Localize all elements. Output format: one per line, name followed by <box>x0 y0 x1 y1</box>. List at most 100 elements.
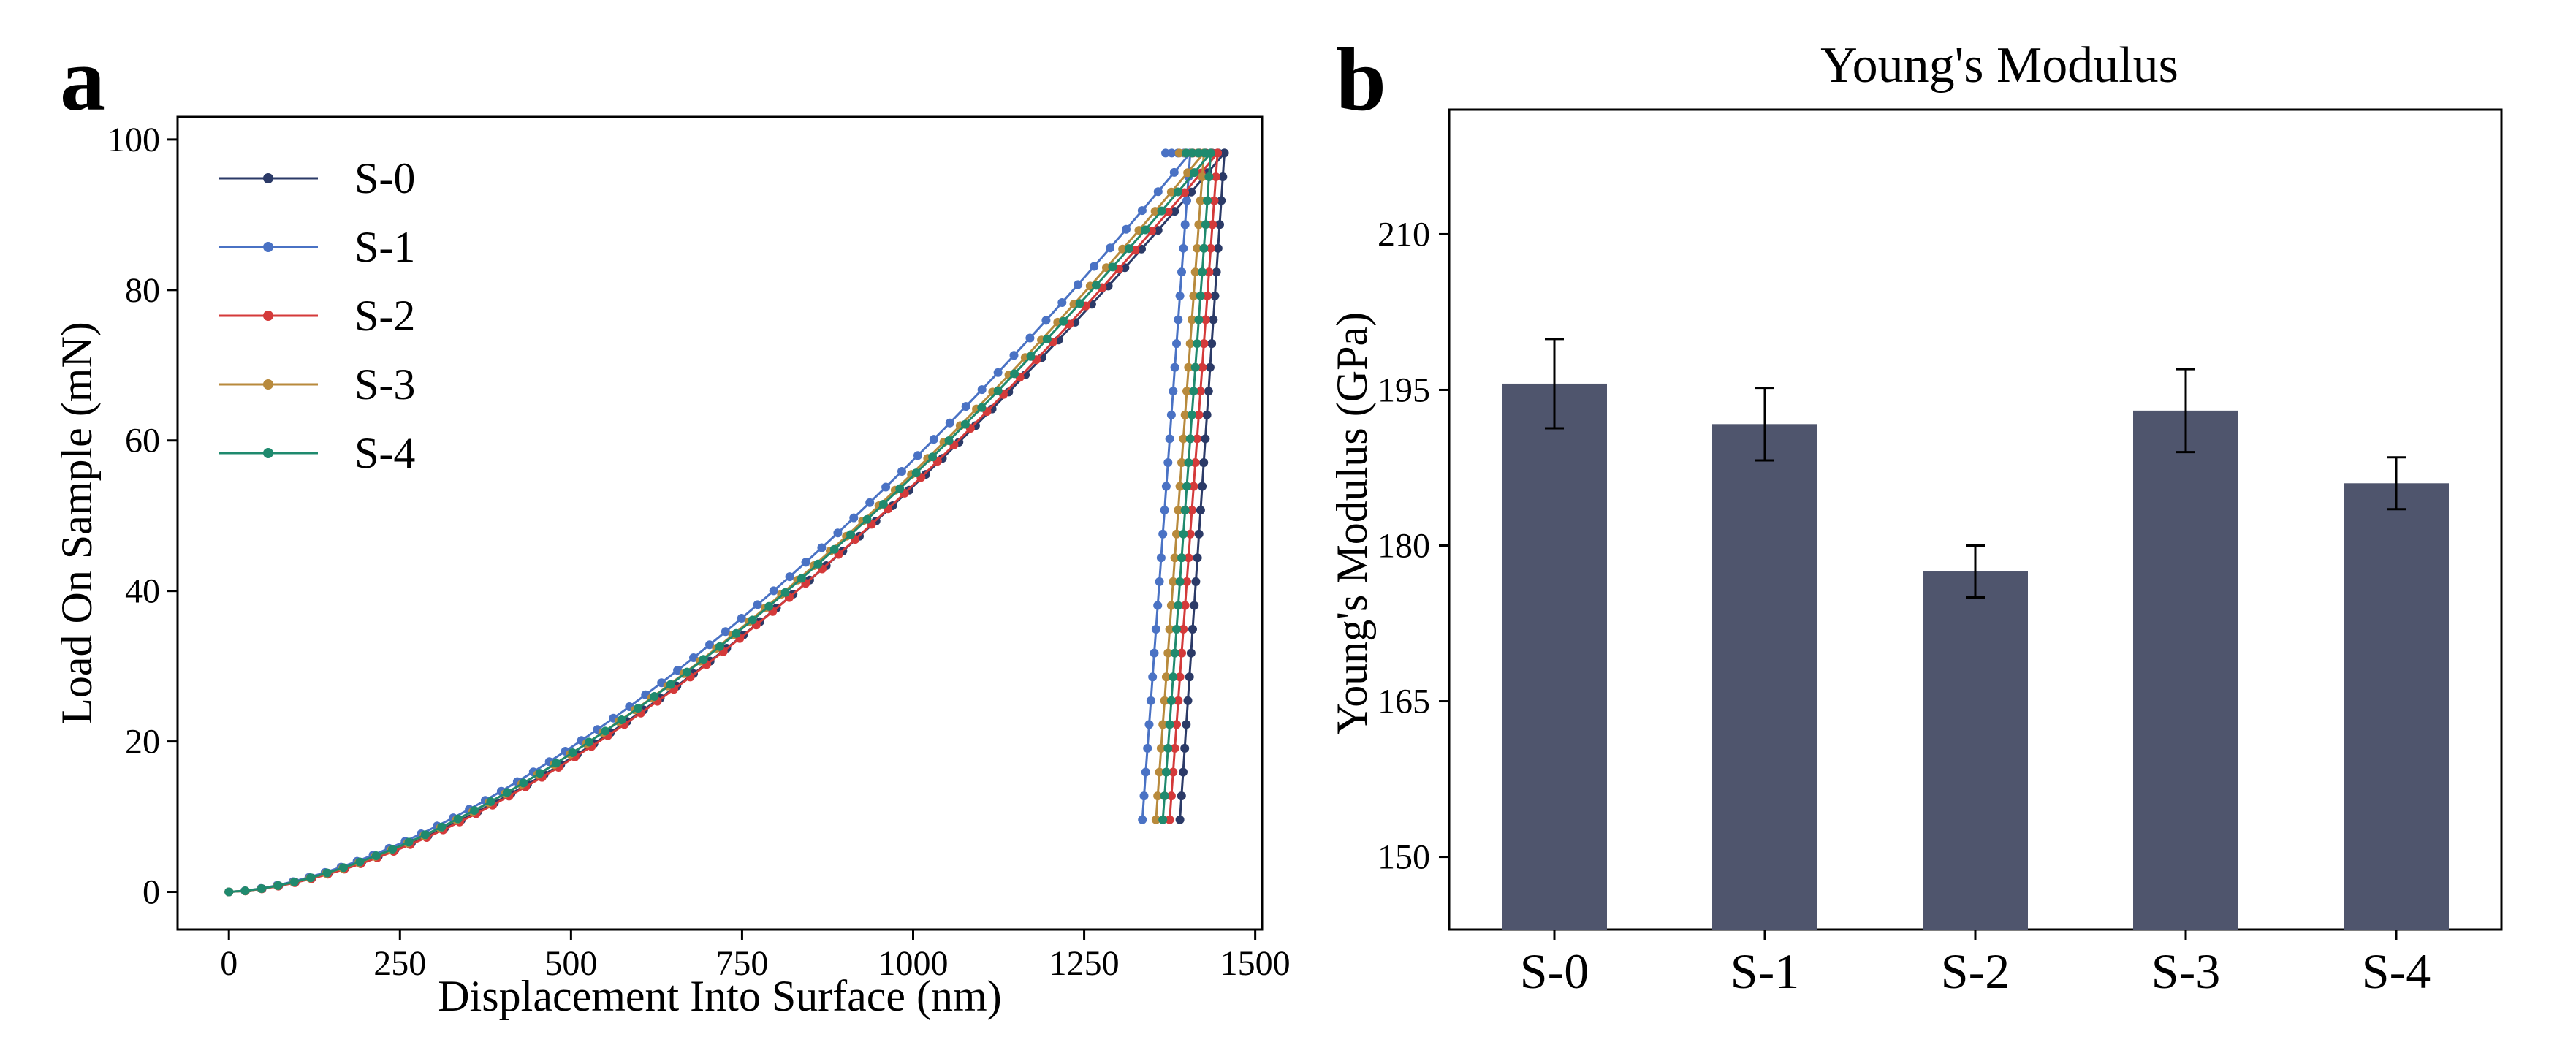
data-point-s-3 <box>1196 196 1205 205</box>
data-point-s-0 <box>1202 410 1212 419</box>
data-point-s-1 <box>945 418 954 428</box>
y-tick-label-b: 195 <box>1378 370 1430 409</box>
data-point-s-4 <box>1190 362 1200 372</box>
data-point-s-2 <box>1209 196 1219 205</box>
data-point-s-0 <box>1193 553 1202 563</box>
data-point-s-4 <box>519 778 528 788</box>
data-point-s-3 <box>1160 696 1169 705</box>
data-point-s-4 <box>1184 458 1193 467</box>
data-point-s-1 <box>1143 743 1152 753</box>
data-point-s-0 <box>1185 672 1194 682</box>
data-point-s-1 <box>1025 333 1035 343</box>
x-axis-ticks-b: S-0 S-1 S-2 S-3 S-4 <box>1520 930 2431 999</box>
data-point-s-2 <box>1169 767 1178 777</box>
data-point-s-4 <box>993 386 1003 395</box>
data-point-s-0 <box>1196 506 1205 515</box>
panel-label-b: b <box>1336 29 1386 129</box>
data-point-s-2 <box>1208 220 1217 229</box>
data-point-s-1 <box>785 572 794 582</box>
data-point-s-0 <box>1191 577 1201 586</box>
data-point-s-1 <box>1161 148 1170 158</box>
data-point-s-0 <box>1177 791 1186 801</box>
data-point-s-1 <box>865 498 875 507</box>
data-point-s-1 <box>993 368 1003 377</box>
data-point-s-1 <box>1177 267 1186 277</box>
data-point-s-2 <box>1198 362 1207 372</box>
data-point-s-2 <box>1175 672 1185 682</box>
legend-entry-s-2: S-2 <box>219 292 415 340</box>
data-point-s-2 <box>1190 458 1200 467</box>
data-point-s-1 <box>1090 262 1099 271</box>
data-point-s-3 <box>1163 648 1173 658</box>
data-point-s-4 <box>666 680 675 689</box>
data-point-s-2 <box>1166 791 1176 801</box>
data-point-s-3 <box>1190 267 1200 277</box>
data-point-s-3 <box>1184 362 1193 372</box>
data-point-s-3 <box>1177 458 1186 467</box>
data-point-s-4 <box>306 873 316 883</box>
data-point-s-4 <box>437 822 447 832</box>
bar-s-4 <box>2344 483 2449 930</box>
data-point-s-0 <box>1198 482 1207 491</box>
data-point-s-2 <box>1172 720 1181 729</box>
data-point-s-0 <box>1212 267 1221 277</box>
data-point-s-0 <box>1182 720 1191 729</box>
data-point-s-4 <box>1188 410 1196 419</box>
bar-s-1 <box>1712 424 1817 930</box>
data-point-s-1 <box>1144 720 1154 729</box>
bars-layer-b <box>1502 338 2449 930</box>
data-point-s-1 <box>849 513 859 522</box>
data-point-s-2 <box>1193 434 1202 444</box>
data-point-s-2 <box>1189 482 1198 491</box>
series-line-s-1 <box>229 151 1193 893</box>
data-point-s-4 <box>1163 743 1173 753</box>
data-point-s-4 <box>1200 148 1209 158</box>
data-point-s-4 <box>1189 387 1198 396</box>
data-point-s-1 <box>1166 410 1176 419</box>
data-point-s-1 <box>1106 243 1115 253</box>
data-point-s-4 <box>715 642 724 651</box>
data-point-s-4 <box>470 806 479 815</box>
data-point-s-1 <box>1141 767 1150 777</box>
bar-s-3 <box>2133 410 2238 930</box>
data-point-s-4 <box>240 886 250 895</box>
data-point-s-0 <box>1215 220 1224 229</box>
data-point-s-0 <box>1213 243 1223 253</box>
data-point-s-4 <box>1193 148 1203 158</box>
data-point-s-4 <box>732 628 741 638</box>
data-point-s-2 <box>1203 291 1212 300</box>
data-point-s-3 <box>1182 387 1191 396</box>
category-label: S-1 <box>1730 943 1799 999</box>
data-point-s-1 <box>1170 362 1179 372</box>
y-tick-label-a: 80 <box>125 271 160 310</box>
data-point-s-1 <box>1151 625 1160 634</box>
data-point-s-1 <box>1179 243 1188 253</box>
chart-title-b: Young's Modulus <box>1820 37 2178 94</box>
error-bar-s-1 <box>1755 387 1774 462</box>
legend-swatch-marker <box>263 173 273 183</box>
data-point-s-3 <box>1151 815 1160 824</box>
data-point-s-4 <box>846 530 856 539</box>
y-axis-ticks-b: 150 165 180 195 210 <box>1378 215 1449 877</box>
data-point-s-3 <box>1172 529 1181 539</box>
data-point-s-1 <box>689 653 698 662</box>
panel-label-a: a <box>60 29 105 129</box>
data-point-s-1 <box>1169 387 1178 396</box>
data-point-s-4 <box>1165 720 1174 729</box>
data-point-s-4 <box>289 877 299 886</box>
data-point-s-4 <box>650 692 659 701</box>
data-point-s-4 <box>420 830 430 840</box>
data-point-s-4 <box>502 788 512 797</box>
data-point-s-0 <box>1186 648 1196 658</box>
data-point-s-1 <box>1163 458 1173 467</box>
data-point-s-2 <box>1165 815 1174 824</box>
data-point-s-3 <box>1169 577 1178 586</box>
legend-swatch-marker <box>263 311 273 321</box>
y-tick-label-b: 180 <box>1378 527 1430 566</box>
data-point-s-4 <box>1092 281 1101 290</box>
data-point-s-4 <box>355 857 365 867</box>
data-point-s-4 <box>486 797 495 806</box>
x-tick-label-a: 1000 <box>878 944 948 983</box>
data-point-s-4 <box>322 868 332 878</box>
